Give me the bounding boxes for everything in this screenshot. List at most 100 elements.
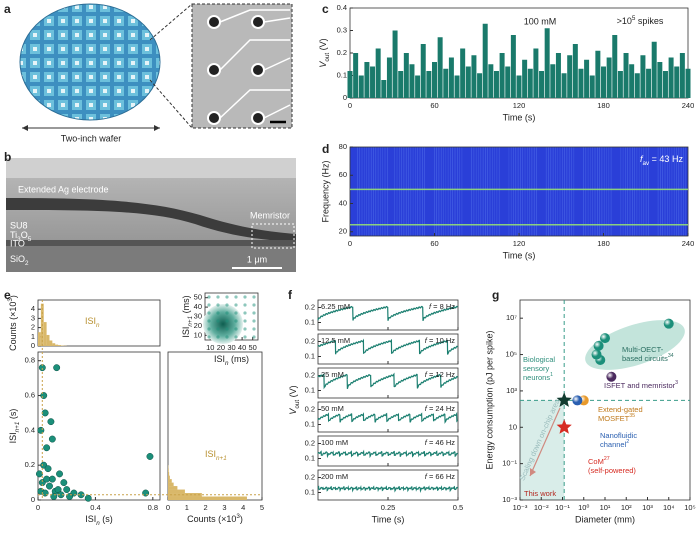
x-tick-label: 10⁻² — [534, 503, 549, 512]
tem-top — [6, 158, 296, 178]
zoom-line — [149, 79, 193, 129]
x-tick-label: 0 — [348, 101, 352, 110]
text-part: 1 — [550, 372, 553, 378]
text-part: spikes — [635, 16, 664, 26]
grid-dot — [207, 335, 211, 339]
y-tick-label: 0.1 — [305, 385, 315, 394]
text-part: = 46 Hz — [427, 438, 455, 447]
text-part: out — [324, 53, 331, 62]
text-part: ISI — [214, 354, 225, 364]
y-tick-label: 0.2 — [25, 460, 35, 469]
region-label: Biological — [523, 355, 555, 364]
bar — [46, 334, 50, 346]
trace — [317, 372, 459, 390]
grid-dot — [225, 319, 229, 323]
y-axis-label: Vout (V) — [318, 38, 331, 67]
grid-dot — [234, 327, 238, 331]
x-axis-label: ISIn (s) — [85, 514, 113, 527]
x-tick-label: 30 — [227, 343, 235, 352]
grid-dot — [252, 311, 256, 315]
y-tick-label: 0.3 — [337, 25, 347, 34]
text-part: MOSFET — [598, 414, 630, 423]
text-part: based circuits — [622, 354, 668, 363]
point — [63, 486, 71, 494]
frequency-label: f = 12 Hz — [425, 370, 455, 379]
text-part: 3 — [675, 380, 678, 386]
y-tick-label: 4 — [31, 304, 35, 313]
grid-dot — [243, 311, 247, 315]
bar — [43, 322, 47, 346]
point — [53, 364, 61, 372]
y-tick-label: 0.8 — [25, 356, 35, 365]
point — [37, 426, 45, 434]
y-tick-label: 20 — [339, 227, 347, 236]
y-tick-label: 60 — [339, 170, 347, 179]
y-tick-label: 2 — [31, 323, 35, 332]
text-part: ISI — [85, 316, 96, 326]
grid-dot — [216, 319, 220, 323]
grid-dot — [234, 303, 238, 307]
y-tick-label: 30 — [194, 311, 202, 320]
grid-dot — [234, 319, 238, 323]
layer-label: Memristor — [250, 210, 290, 220]
text-part: f — [425, 472, 428, 481]
grid-dot — [207, 311, 211, 315]
point-label: based circuits34 — [622, 353, 674, 363]
sphere-point — [600, 333, 610, 344]
trace — [317, 305, 459, 321]
grid-dot — [243, 335, 247, 339]
grid-dot — [207, 327, 211, 331]
layer-label: SiO2 — [10, 254, 29, 267]
ag-electrode — [6, 198, 296, 242]
x-tick-label: 60 — [430, 239, 438, 248]
sphere-point — [606, 371, 617, 382]
point — [46, 482, 53, 490]
grid-dot — [207, 303, 211, 307]
point — [57, 491, 65, 499]
layer-label: Extended Ag electrode — [18, 184, 109, 194]
point-label: MOSFET35 — [598, 413, 635, 423]
panel-label: a — [4, 2, 11, 16]
x-axis-label: Time (s) — [372, 514, 405, 524]
text-part: 35 — [629, 413, 635, 419]
micrograph — [191, 3, 293, 129]
y-tick-label: 0.1 — [305, 487, 315, 496]
series-name: 50 mM — [321, 404, 344, 413]
spectrogram — [350, 147, 688, 236]
point — [48, 475, 56, 483]
sphere-point — [591, 349, 602, 360]
trace — [317, 411, 458, 424]
bar — [168, 496, 247, 500]
x-tick-label: 10⁻¹ — [555, 503, 570, 512]
bar — [168, 472, 170, 476]
y-tick-label: 0.2 — [305, 370, 315, 379]
y-tick-label: 80 — [339, 142, 347, 151]
scale-label: 1 μm — [247, 254, 267, 264]
grid-dot — [225, 327, 229, 331]
bar — [168, 486, 178, 490]
grid-dot — [234, 311, 238, 315]
point-label: This work — [524, 489, 556, 498]
text-part: (s) — [100, 514, 113, 524]
text-part: 3 — [17, 236, 21, 243]
point — [146, 453, 154, 460]
x-axis-label: Counts (×103) — [187, 513, 243, 524]
frequency-label: f = 8 Hz — [429, 302, 455, 311]
hotspot — [203, 304, 244, 345]
text-part: ) — [240, 514, 243, 524]
text-part: f — [640, 154, 644, 164]
text-part: 34 — [668, 353, 674, 359]
text-part: V — [318, 61, 328, 68]
sphere-point — [663, 318, 674, 329]
annotation: ISIn+1 — [205, 449, 227, 462]
grid-dot — [234, 335, 238, 339]
bar — [49, 340, 53, 346]
text-part: ) — [8, 295, 18, 298]
x-tick-label: 0 — [166, 503, 170, 512]
text-part: n+1 — [216, 455, 227, 462]
bar — [52, 343, 56, 346]
text-part: f — [425, 438, 428, 447]
text-part: 3 — [7, 298, 14, 302]
series-name: 25 mM — [321, 370, 344, 379]
text-part: SiO — [10, 254, 25, 264]
